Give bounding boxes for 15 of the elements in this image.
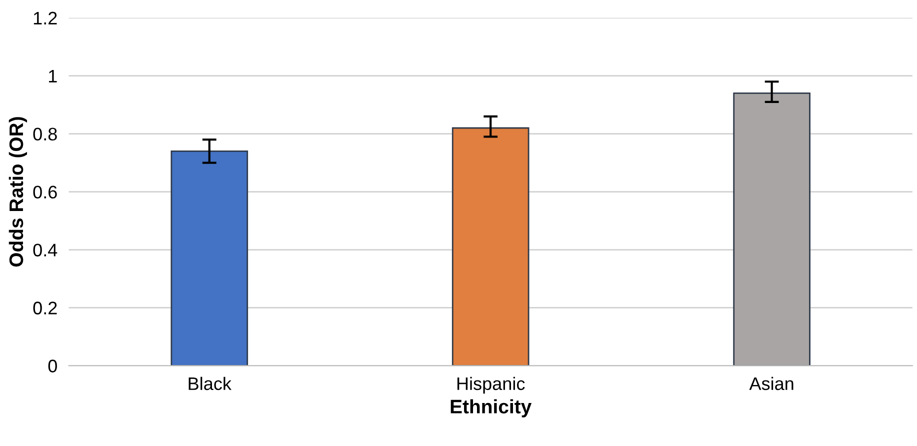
- x-tick-label: Asian: [749, 376, 794, 390]
- y-tick-label: 0.8: [33, 128, 57, 141]
- y-tick-label: 0.6: [33, 186, 57, 198]
- y-tick-label: 1: [49, 70, 57, 82]
- y-tick-label: 0.2: [33, 302, 57, 314]
- x-tick-label: Hispanic: [457, 376, 525, 394]
- x-axis-title: Ethnicity: [450, 399, 532, 418]
- bar: [733, 92, 810, 366]
- y-tick-label: 0.4: [33, 244, 58, 256]
- bar: [452, 127, 530, 366]
- y-axis-title: Odds Ratio (OR): [8, 117, 28, 267]
- x-tick-label: Black: [188, 376, 232, 390]
- y-tick-label: 1.2: [34, 12, 57, 24]
- y-tick-label: 0: [48, 360, 57, 372]
- bar: [170, 150, 248, 366]
